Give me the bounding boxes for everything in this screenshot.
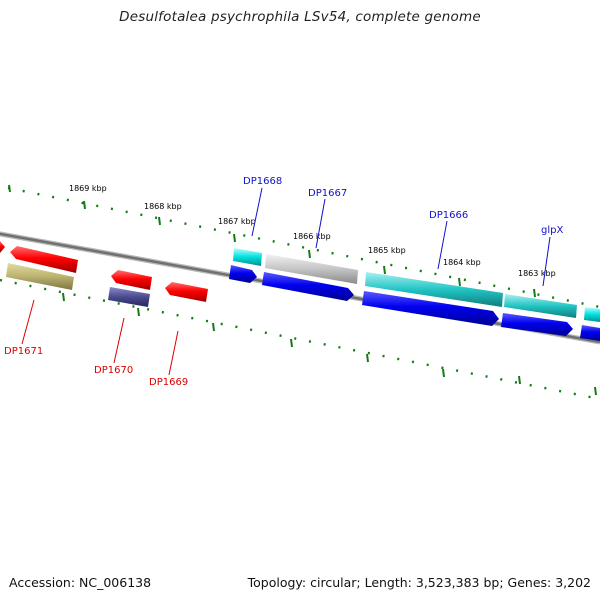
gene-label[interactable]: DP1669	[149, 377, 188, 388]
gene-label[interactable]: DP1671	[4, 346, 43, 357]
forward-gene[interactable]	[580, 325, 600, 341]
gene-label[interactable]: DP1667	[308, 188, 347, 199]
kbp-label: 1863 kbp	[518, 269, 556, 278]
forward-gene[interactable]	[233, 248, 262, 266]
forward-gene[interactable]	[362, 291, 499, 326]
reverse-gene[interactable]	[10, 246, 78, 273]
kbp-label: 1868 kbp	[144, 202, 182, 211]
forward-gene-lane-inner	[229, 265, 600, 341]
forward-gene[interactable]	[584, 307, 600, 322]
kbp-label: 1864 kbp	[443, 258, 481, 267]
accession-text: Accession: NC_006138	[9, 575, 152, 590]
outer-major-ticks	[8, 184, 536, 298]
genome-stats-text: Topology: circular; Length: 3,523,383 bp…	[247, 575, 591, 590]
forward-gene[interactable]	[262, 272, 354, 301]
kbp-label: 1869 kbp	[69, 184, 107, 193]
inner-major-ticks	[62, 292, 597, 396]
reverse-gene-labels: DP1671 DP1670 DP1669	[4, 346, 188, 388]
kbp-label: 1866 kbp	[293, 232, 331, 241]
forward-gene[interactable]	[229, 265, 257, 283]
gene-label[interactable]: DP1670	[94, 365, 133, 376]
label-leaders-forward	[251, 187, 551, 287]
reverse-gene[interactable]	[6, 263, 74, 290]
label-leaders-reverse	[21, 299, 179, 376]
reverse-gene[interactable]	[108, 287, 150, 307]
reverse-gene[interactable]	[0, 241, 5, 253]
kbp-label: 1867 kbp	[218, 217, 256, 226]
kbp-label: 1865 kbp	[368, 246, 406, 255]
gene-label[interactable]: DP1668	[243, 176, 282, 187]
forward-gene-labels: DP1668 DP1667 DP1666 glpX	[243, 176, 563, 236]
kbp-scale-labels: 1869 kbp 1868 kbp 1867 kbp 1866 kbp 1865…	[69, 184, 556, 278]
forward-gene[interactable]	[265, 254, 358, 284]
map-title: Desulfotalea psychrophila LSv54, complet…	[119, 9, 481, 25]
forward-gene-lane	[233, 248, 600, 322]
forward-gene[interactable]	[365, 272, 503, 307]
outer-tick-track	[7, 186, 600, 309]
gene-label[interactable]: DP1666	[429, 210, 468, 221]
reverse-gene-lane	[0, 241, 208, 307]
gene-label[interactable]: glpX	[541, 225, 563, 236]
forward-gene[interactable]	[501, 313, 573, 336]
reverse-gene[interactable]	[111, 270, 152, 290]
forward-gene[interactable]	[504, 294, 577, 318]
reverse-gene[interactable]	[165, 282, 208, 302]
